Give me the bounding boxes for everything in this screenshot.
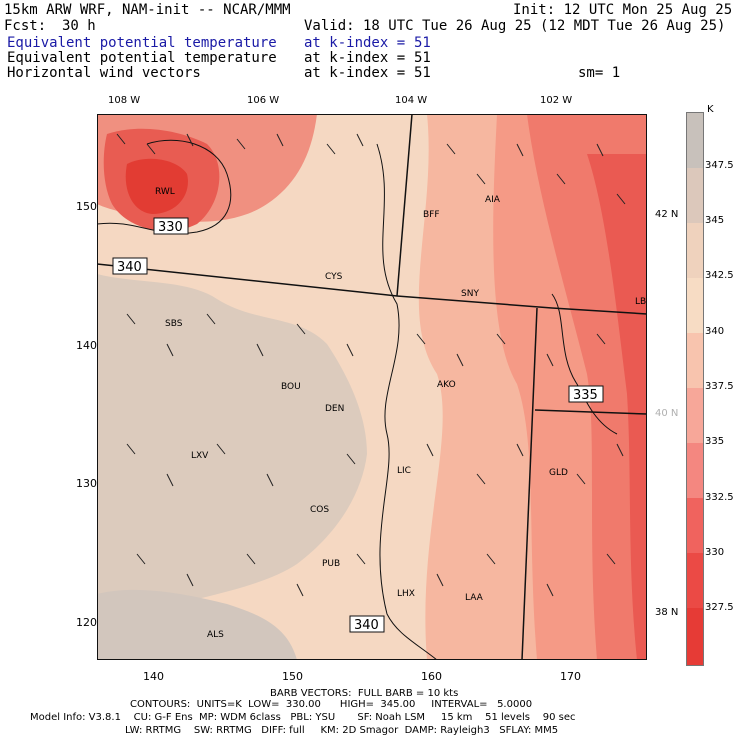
field1-level: at k-index = [304, 35, 406, 51]
station-label: LHX [397, 589, 415, 599]
colorbar-band [687, 388, 703, 443]
grid-x-label: 160 [421, 670, 442, 683]
colorbar [686, 112, 704, 666]
forecast-label: Fcst: [4, 18, 47, 34]
grid-y-label: 120 [76, 616, 97, 629]
colorbar-band [687, 223, 703, 278]
colorbar-level: 347.5 [705, 160, 734, 171]
colorbar-band [687, 278, 703, 333]
field3-name: Horizontal wind vectors [7, 65, 201, 81]
smoothing: sm= 1 [578, 65, 621, 81]
colorbar-band [687, 443, 703, 498]
colorbar-band [687, 333, 703, 388]
forecast-hour: 30 h [62, 18, 96, 34]
colorbar-level: 345 [705, 215, 725, 226]
colorbar-level: 330 [705, 547, 725, 558]
station-label: RWL [155, 187, 175, 197]
colorbar-unit: K [707, 104, 714, 115]
station-label: AKO [437, 380, 456, 390]
colorbar-level: 335 [705, 436, 725, 447]
field1-value: 51 [414, 35, 431, 51]
lon-label: 108 W [108, 95, 141, 106]
wind-barbs [116, 133, 626, 597]
field2-level: at k-index = [304, 50, 406, 66]
colorbar-level: 342.5 [705, 270, 734, 281]
contour-label: 340 [117, 260, 142, 275]
station-label: BOU [281, 382, 301, 392]
field2-value: 51 [414, 50, 431, 66]
station-label: LBF [635, 297, 647, 307]
station-label: DEN [325, 404, 344, 414]
station-label: LXV [191, 451, 209, 461]
grid-x-label: 150 [282, 670, 303, 683]
station-label: PUB [322, 559, 340, 569]
lon-label: 102 W [540, 95, 573, 106]
station-label: LIC [397, 466, 411, 476]
field3-value: 51 [414, 65, 431, 81]
colorbar-level: 337.5 [705, 381, 734, 392]
colorbar-band [687, 168, 703, 223]
colorbar-band [687, 553, 703, 608]
colorbar-band [687, 608, 703, 665]
grid-x-label: 170 [560, 670, 581, 683]
contour-label: 335 [573, 388, 598, 403]
station-label: SNY [461, 289, 479, 299]
grid-y-label: 150 [76, 200, 97, 213]
station-label: SBS [165, 319, 183, 329]
station-label: LAA [465, 593, 484, 603]
grid-x-label: 140 [143, 670, 164, 683]
colorbar-level: 327.5 [705, 602, 734, 613]
station-label: CYS [325, 272, 343, 282]
colorbar-level: 340 [705, 326, 725, 337]
contour-label: 340 [354, 618, 379, 633]
grid-y-label: 130 [76, 477, 97, 490]
contour-label: 330 [158, 220, 183, 235]
field3-level: at k-index = [304, 65, 406, 81]
colorbar-band [687, 498, 703, 553]
lon-label: 104 W [395, 95, 428, 106]
colorbar-level: 332.5 [705, 492, 734, 503]
lat-label: 40 N [655, 408, 679, 419]
field1-name: Equivalent potential temperature [7, 35, 277, 51]
station-label: COS [310, 505, 329, 515]
barb-legend: BARB VECTORS: FULL BARB = 10 kts [270, 688, 459, 699]
grid-y-label: 140 [76, 339, 97, 352]
station-label: AIA [485, 195, 501, 205]
station-label: ALS [207, 630, 224, 640]
lat-label: 38 N [655, 607, 679, 618]
field2-name: Equivalent potential temperature [7, 50, 277, 66]
contour-info: CONTOURS: UNITS=K LOW= 330.00 HIGH= 345.… [130, 699, 533, 710]
model-title: 15km ARW WRF, NAM-init -- NCAR/MMM [4, 2, 291, 18]
init-time: Init: 12 UTC Mon 25 Aug 25 [513, 2, 733, 18]
lat-label: 42 N [655, 209, 679, 220]
model-info: Model Info: V3.8.1 CU: G-F Ens MP: WDM 6… [30, 712, 576, 723]
physics-info: LW: RRTMG SW: RRTMG DIFF: full KM: 2D Sm… [125, 725, 559, 736]
station-label: GLD [549, 468, 568, 478]
lon-label: 106 W [247, 95, 280, 106]
colorbar-band [687, 113, 703, 168]
valid-time: Valid: 18 UTC Tue 26 Aug 25 (12 MDT Tue … [304, 18, 726, 34]
map-panel: 330 340 335 340 RWL BFF AIA CYS SNY LBF … [97, 114, 647, 660]
station-label: BFF [423, 210, 440, 220]
